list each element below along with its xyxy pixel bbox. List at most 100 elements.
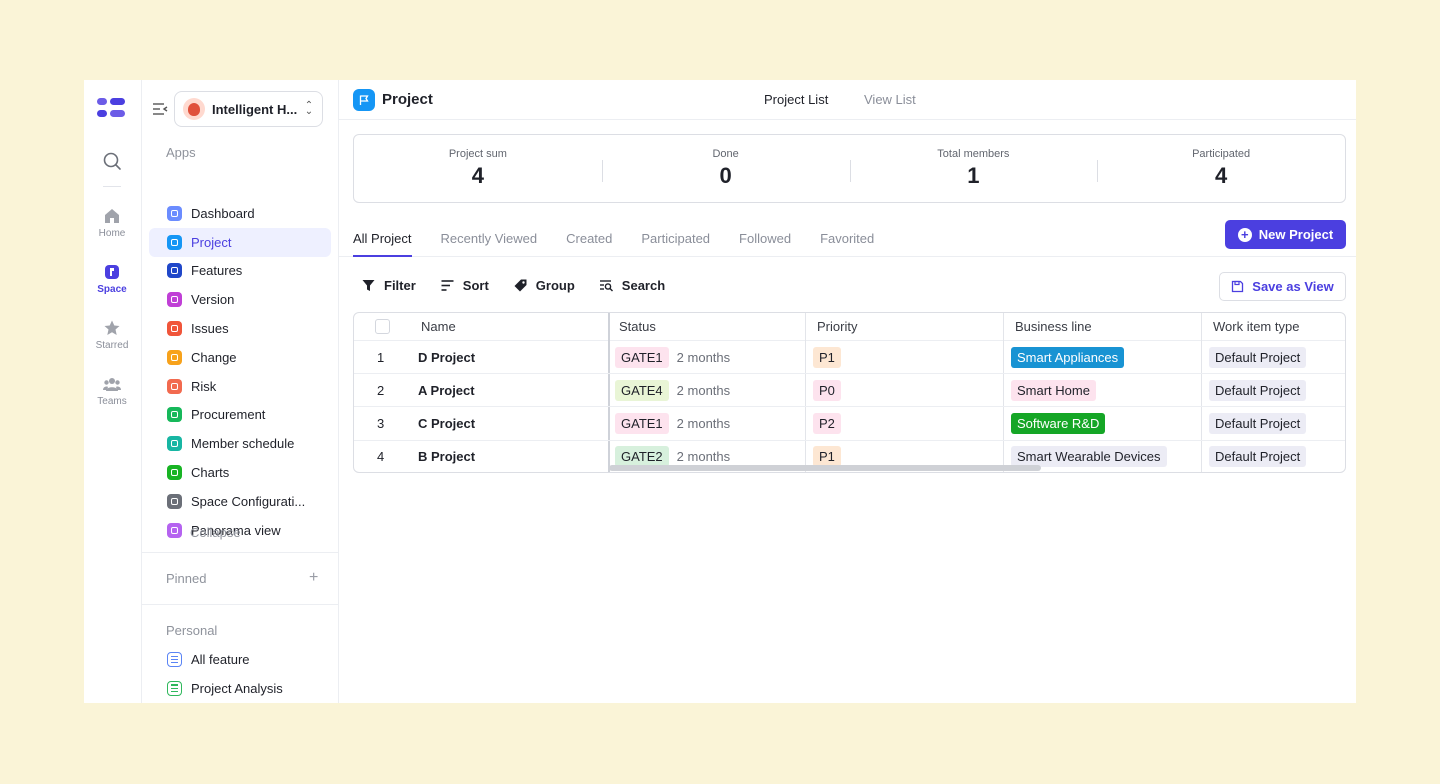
status-cell[interactable]: GATE1 2 months xyxy=(615,341,730,373)
tab-project-list[interactable]: Project List xyxy=(764,92,829,107)
sidebar-divider xyxy=(142,604,339,605)
tag-icon xyxy=(514,279,527,292)
sidebar-item-issues[interactable]: Issues xyxy=(149,314,331,343)
add-pinned-icon[interactable]: + xyxy=(309,569,319,586)
sidebar-item-risk[interactable]: Risk xyxy=(149,372,331,401)
sidebar-item-label: Member schedule xyxy=(191,436,295,452)
sidebar-item-label: Change xyxy=(191,349,237,365)
tab-view-list[interactable]: View List xyxy=(864,92,916,107)
new-project-button[interactable]: + New Project xyxy=(1225,220,1346,249)
tab-recently-viewed[interactable]: Recently Viewed xyxy=(440,231,538,246)
duration-text: 2 months xyxy=(676,349,731,365)
app-icon xyxy=(167,378,182,394)
priority-badge: P0 xyxy=(813,379,841,401)
column-header-business-line[interactable]: Business line xyxy=(1015,319,1092,334)
column-header-priority[interactable]: Priority xyxy=(817,319,858,334)
work-item-type-badge: Default Project xyxy=(1209,413,1307,435)
sidebar-item-charts[interactable]: Charts xyxy=(149,458,331,487)
rail-item-space[interactable]: Space xyxy=(84,263,140,295)
column-header-name[interactable]: Name xyxy=(421,319,456,334)
sidebar-item-panorama-view[interactable]: Panorama view xyxy=(149,516,331,545)
collapse-link[interactable]: Collapse xyxy=(190,525,241,540)
save-icon xyxy=(1232,280,1244,293)
project-name[interactable]: C Project xyxy=(418,408,475,440)
rail-item-teams[interactable]: Teams xyxy=(84,375,140,407)
filter-button[interactable]: Filter xyxy=(361,278,416,293)
app-logo-icon[interactable] xyxy=(96,96,126,120)
space-icon xyxy=(105,265,119,279)
tab-favorited[interactable]: Favorited xyxy=(820,231,875,246)
business-line-cell[interactable]: Software R&D xyxy=(1011,408,1106,440)
priority-cell[interactable]: P1 xyxy=(813,441,841,472)
sidebar-toggle-icon[interactable] xyxy=(151,100,169,118)
business-line-cell[interactable]: Smart Wearable Devices xyxy=(1011,441,1167,472)
sidebar-item-label: Version xyxy=(191,292,235,308)
sidebar-item-label: Space Configurati... xyxy=(191,493,306,509)
status-cell[interactable]: GATE4 2 months xyxy=(615,374,730,406)
business-line-cell[interactable]: Smart Appliances xyxy=(1011,341,1125,373)
project-name[interactable]: A Project xyxy=(418,374,475,406)
rail-label-starred: Starred xyxy=(95,340,129,351)
personal-item-label: All feature xyxy=(191,651,250,667)
home-icon xyxy=(105,209,119,223)
sort-label: Sort xyxy=(462,278,489,293)
sidebar-item-procurement[interactable]: Procurement xyxy=(149,401,331,430)
sidebar-item-change[interactable]: Change xyxy=(149,343,331,372)
personal-section-label: Personal xyxy=(166,623,218,638)
stat-label: Project sum xyxy=(448,148,507,160)
sidebar-item-label: Panorama view xyxy=(191,522,281,538)
personal-item-project-analysis[interactable]: Project Analysis xyxy=(149,674,331,703)
search-button[interactable]: Search xyxy=(599,278,665,293)
table-row[interactable]: 2 A Project GATE4 2 months P0 Smart Home Defau… xyxy=(354,374,1345,408)
personal-item-all-feature[interactable]: All feature xyxy=(149,645,331,674)
apps-section-label: Apps xyxy=(166,145,196,160)
stat-total-members: Total members 1 xyxy=(849,148,1098,189)
work-item-type-cell[interactable]: Default Project xyxy=(1209,374,1307,406)
tab-all-project[interactable]: All Project xyxy=(353,220,412,257)
tab-participated[interactable]: Participated xyxy=(641,231,711,246)
priority-cell[interactable]: P2 xyxy=(813,408,841,440)
work-item-type-cell[interactable]: Default Project xyxy=(1209,441,1307,472)
tab-followed[interactable]: Followed xyxy=(739,231,792,246)
workspace-selector[interactable]: Intelligent H... ⌃ ⌄ xyxy=(174,91,323,127)
sidebar-item-dashboard[interactable]: Dashboard xyxy=(149,199,331,228)
business-line-cell[interactable]: Smart Home xyxy=(1011,374,1096,406)
sidebar-item-space-configurati[interactable]: Space Configurati... xyxy=(149,487,331,516)
table-row[interactable]: 3 C Project GATE1 2 months P2 Software R&D Def… xyxy=(354,408,1345,441)
project-name-text: A Project xyxy=(418,382,475,398)
priority-cell[interactable]: P0 xyxy=(813,374,841,406)
tab-created[interactable]: Created xyxy=(566,231,613,246)
rail-label-teams: Teams xyxy=(97,396,127,407)
priority-cell[interactable]: P1 xyxy=(813,341,841,373)
save-as-view-button[interactable]: Save as View xyxy=(1219,272,1346,301)
column-header-status[interactable]: Status xyxy=(619,319,656,334)
table-row[interactable]: 1 D Project GATE1 2 months P1 Smart Appliance… xyxy=(354,341,1345,374)
personal-item-label: Project Analysis xyxy=(191,680,283,696)
group-button[interactable]: Group xyxy=(513,278,575,293)
rail-item-home[interactable]: Home xyxy=(84,207,140,239)
column-header-work-item-type[interactable]: Work item type xyxy=(1213,319,1300,334)
rail-item-starred[interactable]: Starred xyxy=(84,319,140,351)
horizontal-scrollbar[interactable] xyxy=(609,465,1041,471)
sidebar-item-member-schedule[interactable]: Member schedule xyxy=(149,429,331,458)
project-name[interactable]: D Project xyxy=(418,341,475,373)
sort-button[interactable]: Sort xyxy=(440,278,489,293)
select-all-checkbox[interactable] xyxy=(375,313,390,340)
search-icon[interactable] xyxy=(101,150,123,172)
business-line-badge: Smart Wearable Devices xyxy=(1011,446,1167,468)
sidebar-item-features[interactable]: Features xyxy=(149,257,331,286)
status-cell[interactable]: GATE1 2 months xyxy=(615,408,730,440)
app-icon xyxy=(167,349,182,365)
project-flag-icon xyxy=(353,89,375,111)
table-row[interactable]: 4 B Project GATE2 2 months P1 Smart Wearable … xyxy=(354,441,1345,472)
status-cell[interactable]: GATE2 2 months xyxy=(615,441,731,472)
work-item-type-cell[interactable]: Default Project xyxy=(1209,408,1307,440)
project-name[interactable]: B Project xyxy=(418,441,475,472)
sidebar-item-project[interactable]: Project xyxy=(149,227,331,257)
duration-text: 2 months xyxy=(676,449,731,465)
sidebar-item-version[interactable]: Version xyxy=(149,285,331,314)
app-icon xyxy=(167,493,182,509)
work-item-type-cell[interactable]: Default Project xyxy=(1209,341,1307,373)
sidebar-item-label: Risk xyxy=(191,378,217,394)
row-number: 1 xyxy=(377,349,385,365)
